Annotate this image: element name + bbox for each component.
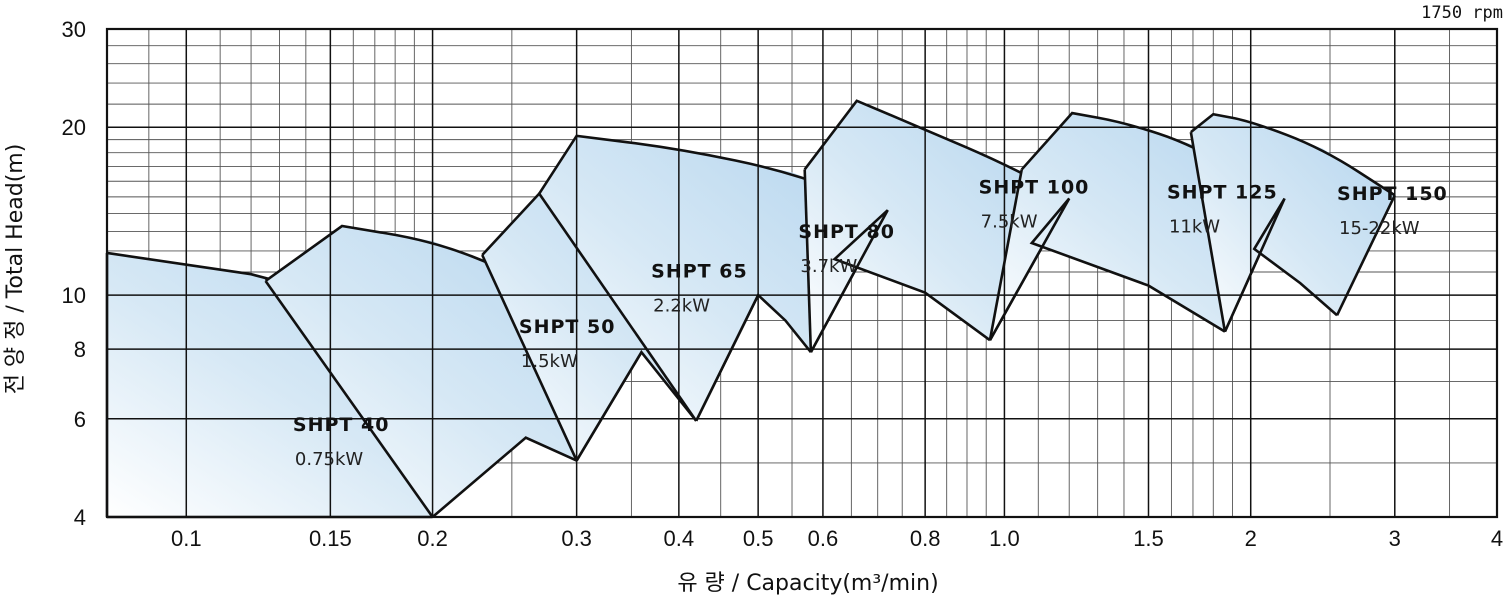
pump-region-4 xyxy=(539,135,888,421)
y-tick-label: 20 xyxy=(62,115,86,140)
x-tick-label: 1.0 xyxy=(989,526,1020,551)
x-tick-label: 0.1 xyxy=(171,526,202,551)
pump-curve-edge xyxy=(803,169,813,353)
x-tick-label: 0.8 xyxy=(910,526,941,551)
pump-curve-upper xyxy=(538,134,889,212)
pump-labels: SHPT 40 0.75kW SHPT 50 1.5kW SHPT 65 2.2kW SHP… xyxy=(293,177,1448,471)
pump-curve-lower xyxy=(695,292,812,422)
pump-curve-lower xyxy=(988,197,1226,341)
pump-regions xyxy=(105,99,1396,519)
y-tick-label: 30 xyxy=(62,17,86,42)
pump-model-label: SHPT 150 xyxy=(1337,183,1448,205)
x-tick-label: 1.5 xyxy=(1133,526,1164,551)
pump-power-label: 15-22kW xyxy=(1339,218,1420,239)
y-tick-label: 6 xyxy=(74,407,86,432)
pump-curve-edge xyxy=(264,280,434,518)
y-tick-label: 8 xyxy=(74,337,86,362)
plot-frame xyxy=(105,27,1499,519)
x-tick-label: 0.3 xyxy=(561,526,592,551)
pump-curve-edge xyxy=(481,254,578,462)
pump-curve-upper xyxy=(1190,112,1396,197)
pump-power-label: 7.5kW xyxy=(981,212,1038,233)
pump-curve-lower xyxy=(809,209,991,353)
major-grid xyxy=(107,29,1497,517)
pump-curve-edge xyxy=(1189,131,1227,332)
y-tick-label: 10 xyxy=(62,283,86,308)
x-axis-label: 유 량 / Capacity(m³/min) xyxy=(677,571,938,596)
pump-power-label: 3.7kW xyxy=(800,256,857,277)
x-tick-label: 0.2 xyxy=(417,526,448,551)
y-tick-labels: 4 6 8 10 20 30 xyxy=(62,17,86,530)
x-tick-label: 0.5 xyxy=(743,526,774,551)
pump-model-label: SHPT 80 xyxy=(798,221,895,243)
pump-power-label: 1.5kW xyxy=(521,351,578,372)
x-tick-label: 0.6 xyxy=(808,526,839,551)
y-tick-label: 4 xyxy=(74,505,86,530)
pump-region-7 xyxy=(1190,114,1395,332)
pump-power-label: 0.75kW xyxy=(295,449,364,470)
pump-curve-edge xyxy=(538,192,698,422)
pump-power-label: 2.2kW xyxy=(653,296,710,317)
pump-model-label: SHPT 50 xyxy=(519,316,616,338)
x-tick-labels: 0.1 0.15 0.2 0.3 0.4 0.5 0.6 0.8 1.0 1.5 2 3 4 xyxy=(171,526,1503,551)
pump-model-label: SHPT 125 xyxy=(1167,181,1278,203)
x-tick-label: 0.15 xyxy=(309,526,352,551)
pump-curve-lower xyxy=(431,436,578,518)
pump-model-label: SHPT 40 xyxy=(293,414,390,436)
pump-curve-lower xyxy=(1223,197,1338,333)
x-tick-label: 3 xyxy=(1389,526,1401,551)
pump-power-label: 11kW xyxy=(1169,216,1220,237)
speed-annotation: 1750 rpm xyxy=(1421,3,1503,23)
y-axis-label: 전 양 정 / Total Head(m) xyxy=(3,144,28,395)
x-tick-label: 0.4 xyxy=(664,526,695,551)
x-tick-label: 4 xyxy=(1491,526,1503,551)
pump-curve-upper xyxy=(803,99,1070,200)
x-tick-label: 2 xyxy=(1245,526,1257,551)
pump-curve-edge xyxy=(988,169,1024,341)
pump-model-label: SHPT 65 xyxy=(651,261,748,283)
pump-model-label: SHPT 100 xyxy=(979,177,1090,199)
pump-curve-lower xyxy=(575,349,698,462)
